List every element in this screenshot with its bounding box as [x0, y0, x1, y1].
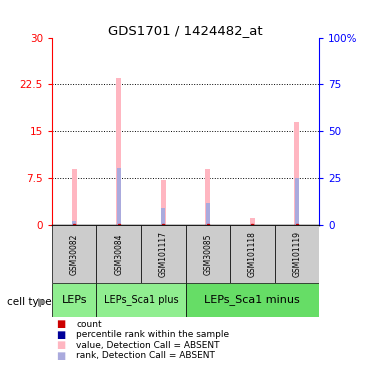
Text: GSM101118: GSM101118	[248, 231, 257, 277]
Text: GDS1701 / 1424482_at: GDS1701 / 1424482_at	[108, 24, 263, 38]
Bar	[52, 283, 96, 317]
Bar	[250, 217, 255, 225]
Bar	[116, 78, 121, 225]
Text: GSM101119: GSM101119	[292, 231, 301, 277]
Bar	[96, 283, 186, 317]
Bar	[117, 168, 121, 225]
Text: ■: ■	[56, 351, 65, 361]
Bar	[295, 178, 299, 225]
Text: LEPs_Sca1 plus: LEPs_Sca1 plus	[104, 294, 178, 306]
Text: ▶: ▶	[39, 297, 47, 307]
Text: cell type: cell type	[7, 297, 52, 307]
Bar	[161, 207, 165, 225]
Bar	[250, 224, 254, 225]
Bar	[72, 169, 77, 225]
Text: GSM30084: GSM30084	[114, 233, 123, 275]
Text: LEPs: LEPs	[62, 295, 87, 305]
Text: value, Detection Call = ABSENT: value, Detection Call = ABSENT	[76, 341, 220, 350]
Bar	[96, 225, 141, 283]
Text: LEPs_Sca1 minus: LEPs_Sca1 minus	[204, 294, 300, 306]
Text: ■: ■	[56, 330, 65, 340]
Bar	[72, 220, 76, 225]
Text: GSM101117: GSM101117	[159, 231, 168, 277]
Bar	[52, 225, 96, 283]
Bar	[205, 169, 210, 225]
Bar	[294, 122, 299, 225]
Text: rank, Detection Call = ABSENT: rank, Detection Call = ABSENT	[76, 351, 215, 360]
Bar	[141, 225, 186, 283]
Text: GSM30085: GSM30085	[203, 233, 212, 275]
Bar	[230, 225, 275, 283]
Bar	[206, 203, 210, 225]
Text: ■: ■	[56, 340, 65, 350]
Bar	[186, 225, 230, 283]
Text: percentile rank within the sample: percentile rank within the sample	[76, 330, 229, 339]
Bar	[161, 180, 166, 225]
Bar	[275, 225, 319, 283]
Bar	[186, 283, 319, 317]
Text: ■: ■	[56, 320, 65, 329]
Text: count: count	[76, 320, 102, 329]
Text: GSM30082: GSM30082	[70, 233, 79, 275]
